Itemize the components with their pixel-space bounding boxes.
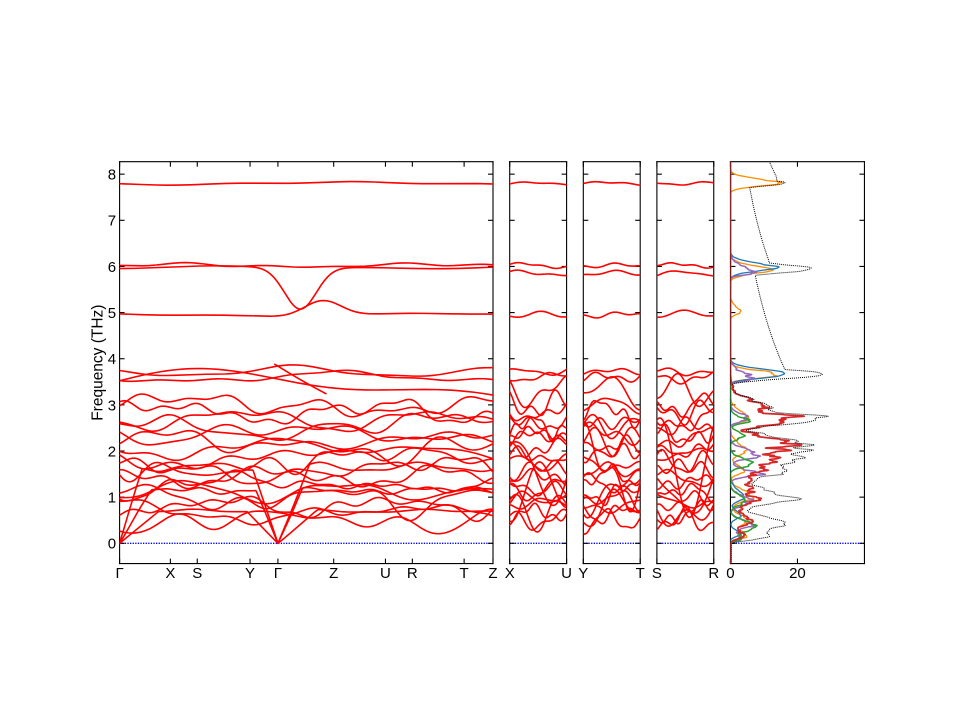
svg-text:8: 8 (108, 167, 116, 184)
svg-text:4: 4 (108, 351, 116, 368)
svg-text:S: S (192, 565, 202, 582)
svg-text:Z: Z (329, 565, 338, 582)
svg-text:Y: Y (578, 565, 588, 582)
svg-text:6: 6 (108, 259, 116, 276)
svg-text:Z: Z (488, 565, 497, 582)
svg-text:0: 0 (726, 565, 734, 582)
svg-text:5: 5 (108, 305, 116, 322)
svg-text:R: R (708, 565, 719, 582)
svg-text:Y: Y (245, 565, 255, 582)
svg-text:20: 20 (789, 565, 806, 582)
svg-text:1: 1 (108, 490, 116, 507)
svg-text:Γ: Γ (115, 565, 123, 582)
svg-text:T: T (636, 565, 645, 582)
svg-text:2: 2 (108, 443, 116, 460)
svg-text:Frequency (THz): Frequency (THz) (90, 305, 107, 421)
svg-text:U: U (380, 565, 391, 582)
svg-text:Γ: Γ (274, 565, 282, 582)
svg-text:R: R (407, 565, 418, 582)
svg-text:X: X (165, 565, 175, 582)
svg-text:U: U (561, 565, 572, 582)
svg-text:3: 3 (108, 397, 116, 414)
svg-text:S: S (652, 565, 662, 582)
svg-text:0: 0 (108, 536, 116, 553)
svg-text:T: T (460, 565, 469, 582)
svg-text:X: X (505, 565, 515, 582)
svg-text:7: 7 (108, 213, 116, 230)
